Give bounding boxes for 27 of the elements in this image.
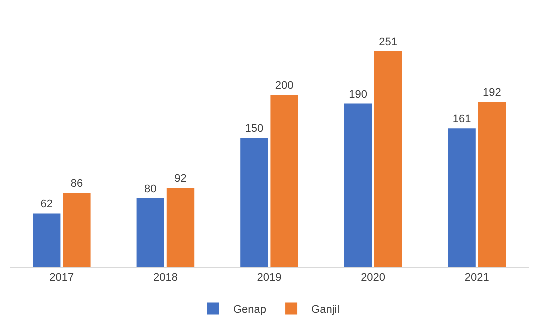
x-tick-label: 2021: [464, 272, 490, 284]
data-label: 190: [349, 88, 368, 101]
x-tick-label: 2019: [257, 272, 282, 284]
data-label: 86: [70, 178, 84, 190]
data-label: 251: [379, 36, 398, 48]
bar: [374, 51, 402, 267]
x-tick-label: 2017: [50, 272, 74, 284]
bar: [63, 193, 91, 267]
bar: [448, 128, 476, 267]
data-label: 150: [245, 123, 264, 136]
legend-label: Ganjil: [312, 304, 340, 316]
bar: [33, 214, 61, 267]
bar: [136, 198, 164, 267]
legend-label: Genap: [234, 304, 267, 316]
bar: [478, 102, 506, 267]
data-label: 80: [144, 183, 157, 196]
bar: [240, 138, 268, 267]
data-label: 200: [275, 80, 294, 92]
bar: [270, 95, 298, 267]
data-label: 62: [40, 198, 53, 211]
x-tick-label: 2020: [361, 272, 386, 284]
data-label: 92: [174, 172, 187, 185]
data-label: 161: [452, 114, 472, 126]
bar: [166, 188, 195, 267]
bar: [344, 104, 372, 267]
x-tick-label: 2018: [153, 272, 178, 284]
data-label: 192: [482, 87, 502, 100]
